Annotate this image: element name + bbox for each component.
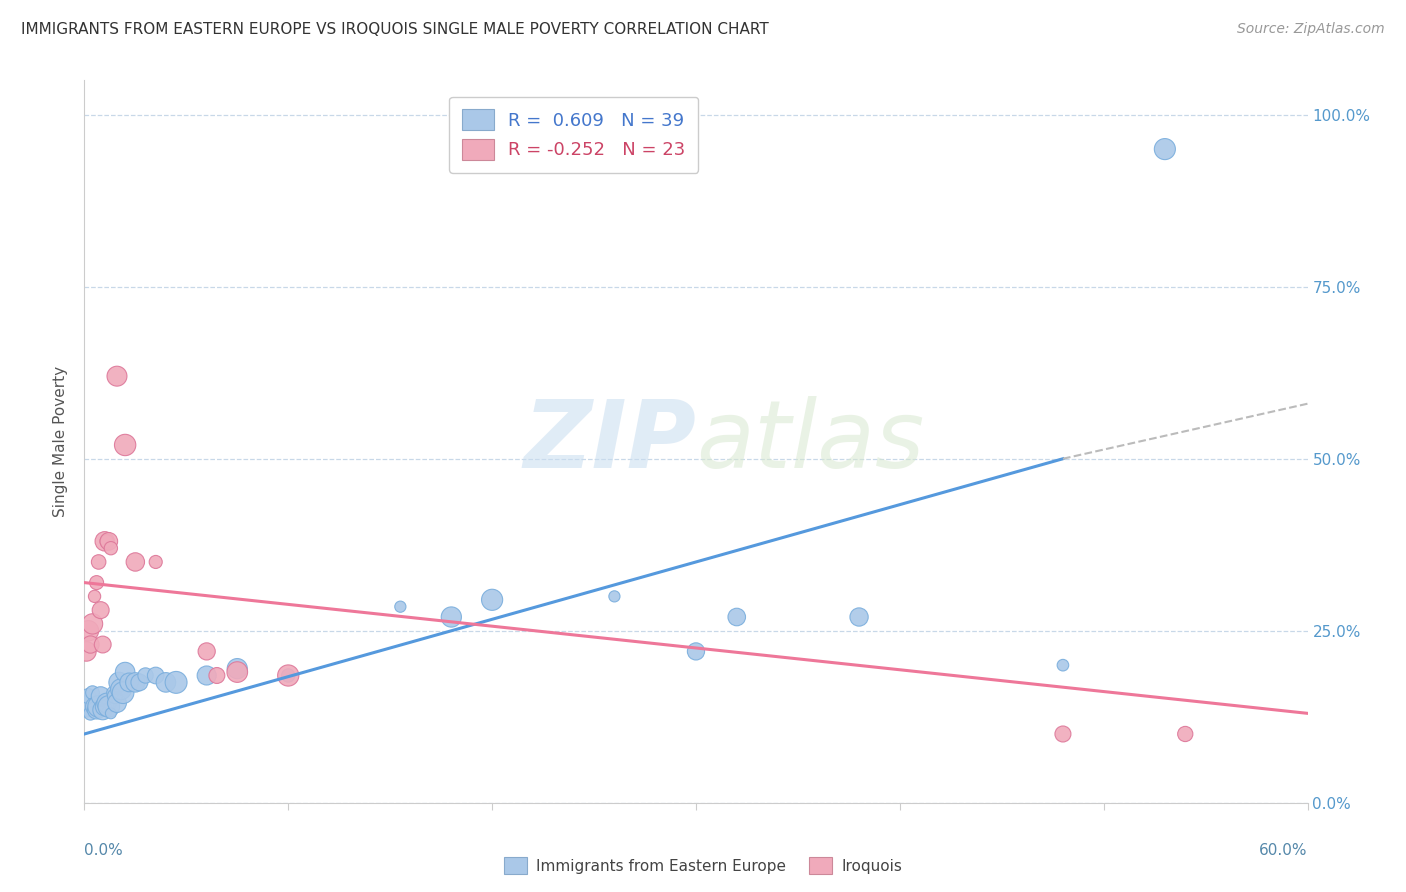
Point bbox=[87, 699, 110, 714]
Point bbox=[100, 541, 122, 556]
Point bbox=[97, 699, 120, 714]
Point bbox=[1052, 658, 1074, 673]
Point bbox=[124, 555, 146, 569]
Point bbox=[105, 369, 128, 384]
Point bbox=[118, 675, 141, 690]
Point bbox=[135, 668, 157, 682]
Point bbox=[91, 703, 114, 717]
Point bbox=[79, 706, 101, 721]
Text: 0.0%: 0.0% bbox=[84, 843, 124, 857]
Text: ZIP: ZIP bbox=[523, 395, 696, 488]
Point bbox=[82, 686, 104, 700]
Point bbox=[226, 665, 249, 679]
Point bbox=[114, 665, 136, 679]
Point bbox=[77, 624, 100, 638]
Point bbox=[481, 592, 503, 607]
Point bbox=[145, 555, 167, 569]
Legend: R =  0.609   N = 39, R = -0.252   N = 23: R = 0.609 N = 39, R = -0.252 N = 23 bbox=[449, 96, 699, 172]
Point bbox=[440, 610, 463, 624]
Point bbox=[226, 662, 249, 676]
Point bbox=[101, 686, 124, 700]
Point bbox=[1052, 727, 1074, 741]
Point bbox=[277, 668, 299, 682]
Point bbox=[155, 675, 177, 690]
Legend: Immigrants from Eastern Europe, Iroquois: Immigrants from Eastern Europe, Iroquois bbox=[498, 851, 908, 880]
Point bbox=[114, 438, 136, 452]
Text: 60.0%: 60.0% bbox=[1260, 843, 1308, 857]
Point bbox=[86, 703, 108, 717]
Point bbox=[104, 689, 127, 703]
Point bbox=[100, 706, 122, 721]
Point bbox=[93, 534, 115, 549]
Point bbox=[112, 686, 135, 700]
Text: Source: ZipAtlas.com: Source: ZipAtlas.com bbox=[1237, 22, 1385, 37]
Point bbox=[205, 668, 228, 682]
Point bbox=[165, 675, 187, 690]
Point bbox=[91, 638, 114, 652]
Point bbox=[93, 699, 115, 714]
Point bbox=[75, 644, 97, 658]
Point bbox=[195, 644, 218, 658]
Point bbox=[79, 638, 101, 652]
Point bbox=[110, 682, 132, 697]
Point bbox=[389, 599, 412, 614]
Text: IMMIGRANTS FROM EASTERN EUROPE VS IROQUOIS SINGLE MALE POVERTY CORRELATION CHART: IMMIGRANTS FROM EASTERN EUROPE VS IROQUO… bbox=[21, 22, 769, 37]
Point bbox=[1154, 142, 1177, 156]
Point bbox=[75, 699, 97, 714]
Point bbox=[848, 610, 870, 624]
Y-axis label: Single Male Poverty: Single Male Poverty bbox=[53, 366, 69, 517]
Point bbox=[124, 675, 146, 690]
Point bbox=[87, 555, 110, 569]
Point bbox=[82, 616, 104, 631]
Point bbox=[277, 668, 299, 682]
Point bbox=[603, 590, 626, 604]
Point bbox=[96, 696, 118, 710]
Point bbox=[90, 689, 112, 703]
Point bbox=[97, 534, 120, 549]
Point bbox=[108, 675, 131, 690]
Point bbox=[195, 668, 218, 682]
Point bbox=[1174, 727, 1197, 741]
Point bbox=[725, 610, 748, 624]
Point bbox=[145, 668, 167, 682]
Text: atlas: atlas bbox=[696, 396, 924, 487]
Point bbox=[77, 689, 100, 703]
Point bbox=[83, 590, 105, 604]
Point bbox=[96, 534, 118, 549]
Point bbox=[90, 603, 112, 617]
Point bbox=[685, 644, 707, 658]
Point bbox=[86, 575, 108, 590]
Point bbox=[128, 675, 150, 690]
Point bbox=[105, 696, 128, 710]
Point bbox=[83, 699, 105, 714]
